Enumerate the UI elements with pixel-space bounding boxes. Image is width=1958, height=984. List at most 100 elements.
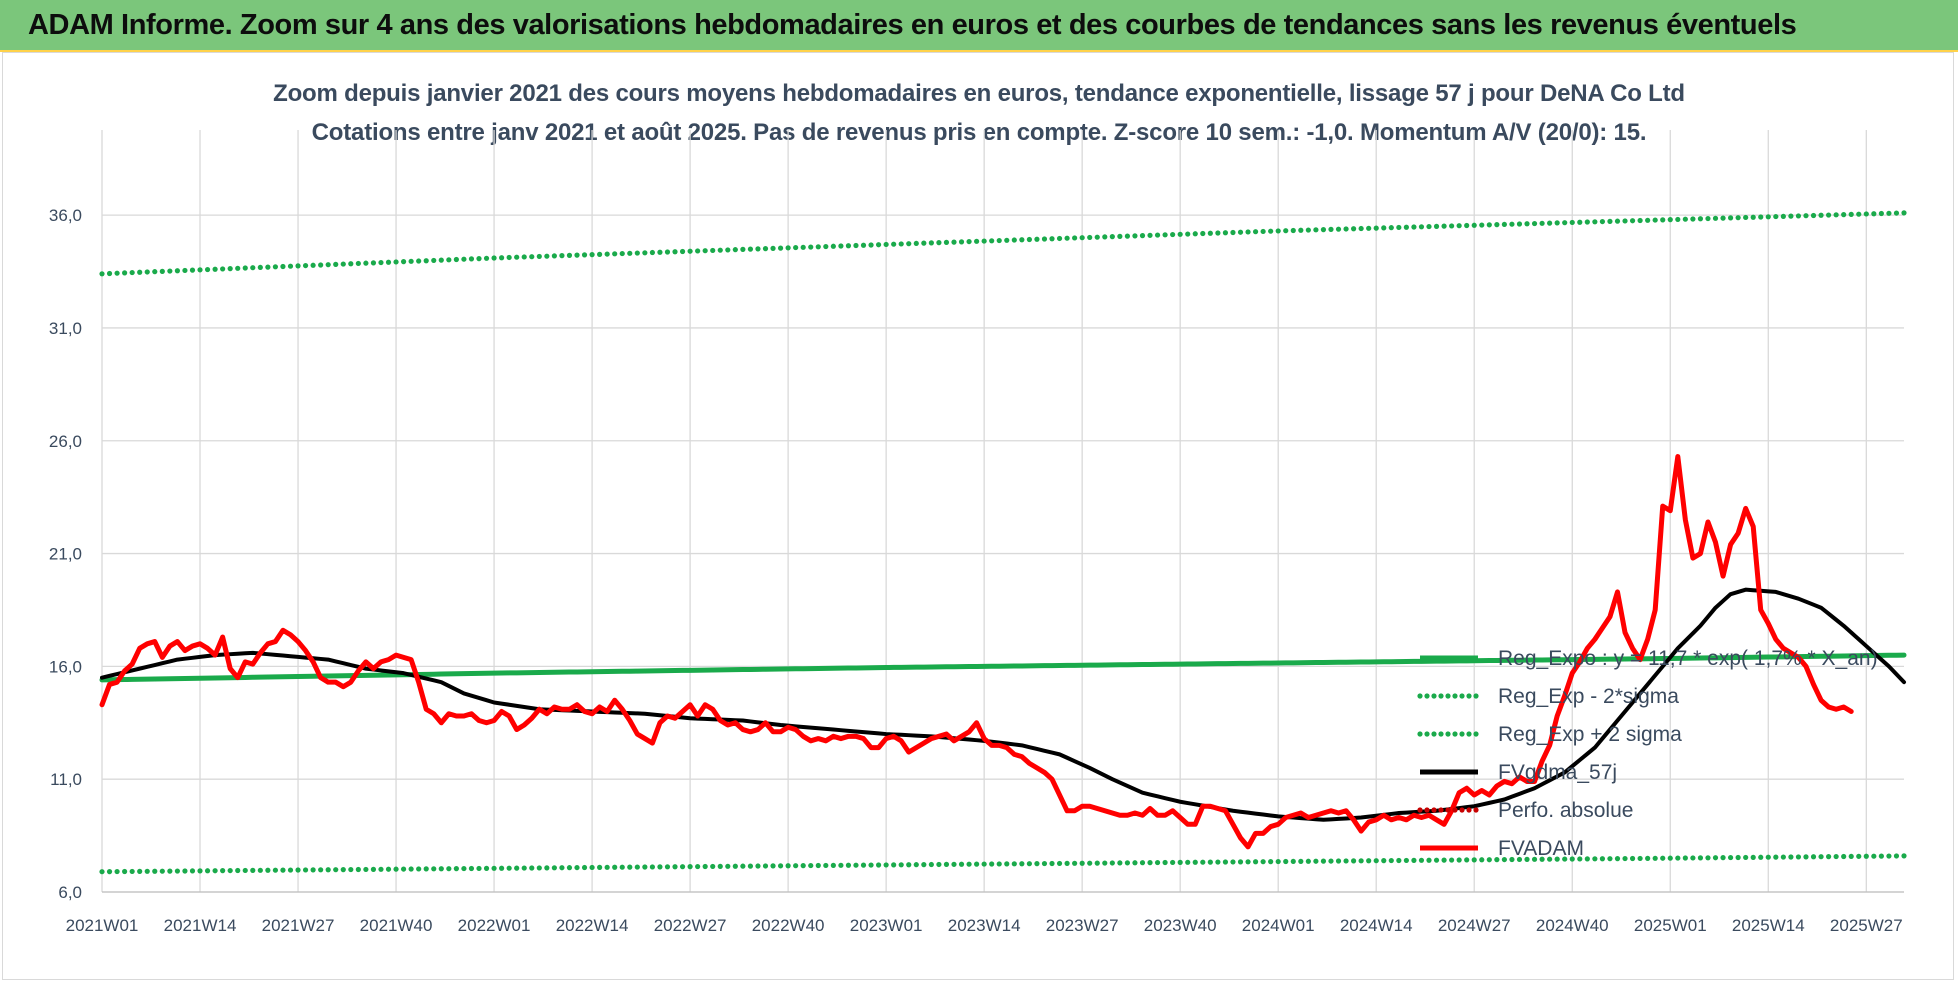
series-point xyxy=(212,868,218,874)
series-point xyxy=(981,238,987,244)
series-point xyxy=(1170,859,1176,866)
series-point xyxy=(1192,231,1198,237)
series-point xyxy=(785,245,791,251)
series-point xyxy=(242,867,248,874)
series-point xyxy=(453,866,459,872)
series-point xyxy=(1064,860,1070,866)
series-point xyxy=(1531,220,1538,227)
series-point xyxy=(182,868,188,874)
series-point xyxy=(717,863,723,869)
series-point xyxy=(958,861,965,867)
series-point xyxy=(966,861,972,867)
legend-label: Reg_Exp + 2 sigma xyxy=(1498,723,1682,746)
series-point xyxy=(1856,211,1862,217)
y-tick-label: 21,0 xyxy=(49,545,82,564)
series-point xyxy=(1268,859,1274,865)
series-point xyxy=(770,245,776,251)
legend: Reg_Expo : y = 11,7 * exp( 1,7% * X_an) R… xyxy=(1417,647,1878,860)
series-point xyxy=(1524,856,1530,862)
legend-swatch xyxy=(1452,693,1458,699)
series-point xyxy=(1026,236,1032,243)
series-point xyxy=(1305,227,1311,233)
series-point xyxy=(1758,854,1764,860)
legend-swatch xyxy=(1445,807,1451,813)
grid-layer xyxy=(101,130,1904,893)
series-point xyxy=(838,862,844,868)
legend-swatch xyxy=(1466,693,1472,699)
series-point xyxy=(1494,857,1500,863)
series-point xyxy=(823,862,829,869)
series-point xyxy=(1366,858,1372,864)
series-point xyxy=(1260,859,1266,865)
series-point xyxy=(1622,218,1628,224)
series-point xyxy=(1810,854,1817,860)
series-point xyxy=(1697,216,1704,222)
series-point xyxy=(1660,217,1666,223)
series-point xyxy=(717,247,723,253)
series-point xyxy=(1886,853,1892,859)
series-point xyxy=(1645,855,1651,861)
series-point xyxy=(1041,860,1048,867)
series-point xyxy=(1313,227,1319,233)
series-point xyxy=(740,863,746,869)
series-point xyxy=(476,256,482,262)
legend-swatch xyxy=(1424,731,1430,737)
series-point xyxy=(1584,856,1590,862)
series-point xyxy=(295,867,301,873)
series-point xyxy=(1117,233,1123,239)
series-point xyxy=(1705,855,1711,861)
series-point xyxy=(476,865,482,872)
legend-swatch xyxy=(1417,731,1423,737)
series-point xyxy=(883,241,889,248)
series-point xyxy=(868,862,874,868)
series-point xyxy=(559,253,565,259)
x-tick-label: 2021W40 xyxy=(360,916,433,935)
series-point xyxy=(423,866,429,872)
x-tick-label: 2022W14 xyxy=(556,916,629,935)
series-point xyxy=(1034,236,1040,242)
series-point xyxy=(461,256,467,262)
legend-swatch xyxy=(1459,807,1465,813)
series-point xyxy=(461,865,467,872)
series-point xyxy=(408,258,414,264)
series-point xyxy=(1102,860,1108,866)
series-point xyxy=(1818,212,1824,218)
series-point xyxy=(891,241,897,247)
series-point xyxy=(1252,229,1259,235)
series-point xyxy=(1305,858,1311,864)
series-point xyxy=(943,861,950,868)
series-point xyxy=(235,265,241,271)
series-point xyxy=(431,866,437,872)
x-tick-label: 2023W40 xyxy=(1144,916,1217,935)
series-point xyxy=(1780,854,1786,860)
series-point xyxy=(250,867,256,873)
series-point xyxy=(137,868,143,874)
series-point xyxy=(1509,856,1515,863)
series-point xyxy=(1456,857,1462,863)
series-point xyxy=(589,864,595,871)
series-point xyxy=(1863,211,1869,217)
series-point xyxy=(1795,854,1802,860)
series-point xyxy=(144,269,150,275)
series-point xyxy=(355,866,361,873)
series-point xyxy=(400,866,407,872)
series-point xyxy=(1547,220,1553,226)
series-point xyxy=(1682,216,1688,222)
series-point xyxy=(536,253,542,260)
series-point xyxy=(1403,224,1409,230)
series-point xyxy=(1818,854,1824,860)
series-point xyxy=(114,868,120,875)
series-point xyxy=(1290,858,1296,865)
series-point xyxy=(1471,222,1477,228)
series-point xyxy=(1343,858,1349,864)
series-point xyxy=(1154,232,1161,238)
y-tick-label: 31,0 xyxy=(49,319,82,338)
series-point xyxy=(898,862,904,868)
series-point xyxy=(1516,221,1523,227)
series-point xyxy=(212,266,218,272)
series-point xyxy=(1592,219,1598,225)
series-point xyxy=(1569,219,1575,226)
x-tick-label: 2021W01 xyxy=(66,916,139,935)
axes-layer: 6,0 11,0 16,0 21,0 26,0 31,0 36,0 2021W01 2021W1… xyxy=(49,206,1904,935)
